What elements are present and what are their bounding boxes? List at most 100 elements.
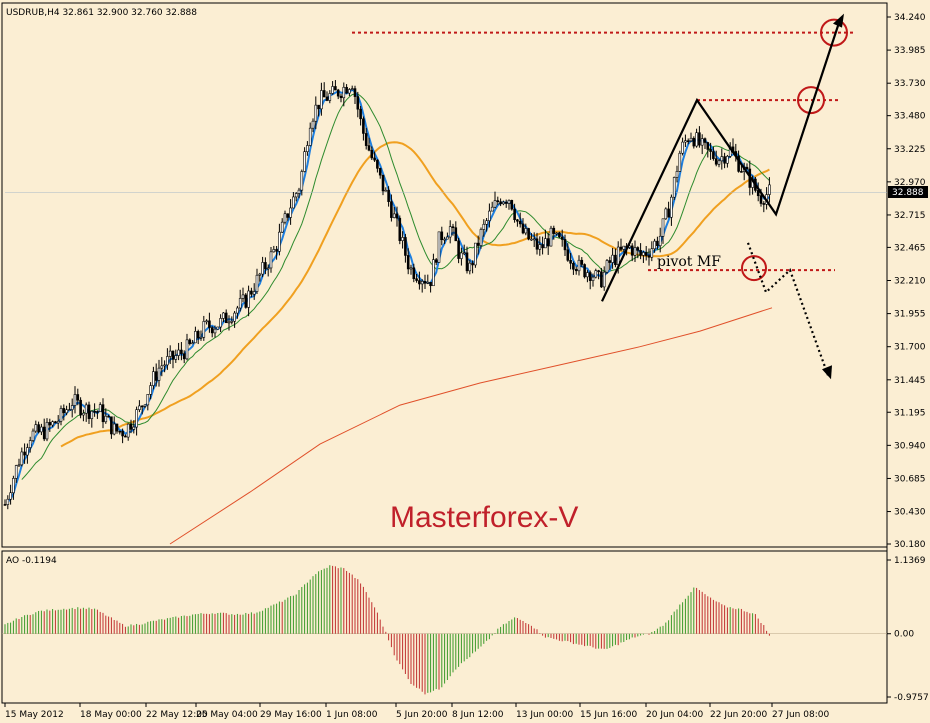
candle-body [653, 240, 656, 250]
candle-body [516, 219, 519, 222]
candle-body [28, 440, 32, 448]
candle-body [429, 281, 432, 287]
candle-body [191, 342, 194, 345]
candle-body [471, 262, 474, 266]
candle-body [336, 89, 340, 97]
candle-body [709, 149, 712, 152]
candle-body [56, 420, 60, 424]
time-tick-label: 27 Jun 08:00 [772, 710, 829, 720]
candle-body [224, 312, 228, 324]
candle-body [124, 435, 127, 438]
candle-body [238, 298, 242, 309]
candle-body [664, 208, 668, 220]
candle-body [552, 227, 556, 234]
candle-body [289, 207, 292, 218]
candle-body [504, 201, 508, 204]
candle-body [168, 350, 172, 357]
candle-body [146, 394, 150, 406]
price-tick-label: 33.730 [894, 79, 926, 89]
candle-body [188, 339, 192, 344]
candle-body [286, 213, 290, 218]
candle-body [454, 227, 458, 242]
candle-body [174, 355, 178, 360]
current-price-label: 32.888 [892, 188, 924, 198]
candle-body [87, 404, 91, 419]
candle-body [667, 208, 670, 218]
time-tick-label: 13 Jun 00:00 [516, 710, 573, 720]
candle-body [135, 409, 138, 428]
candle-body [216, 326, 220, 330]
ao-tick-label: 1.1369 [894, 556, 926, 566]
candle-body [423, 281, 427, 284]
candle-body [143, 404, 147, 407]
candle-body [163, 364, 166, 367]
candle-body [20, 451, 24, 466]
candle-body [199, 336, 203, 339]
candle-body [440, 231, 444, 240]
candle-body [650, 248, 654, 258]
candle-body [266, 267, 270, 270]
candle-body [415, 278, 418, 281]
price-tick-label: 33.225 [894, 145, 926, 155]
candle-body [339, 95, 343, 99]
candle-body [468, 262, 472, 272]
candle-body [126, 423, 130, 438]
candle-body [395, 213, 399, 219]
candle-body [322, 90, 326, 98]
candle-body [600, 271, 603, 288]
candle-body [182, 353, 186, 360]
candle-body [566, 249, 570, 261]
candle-body [672, 177, 676, 198]
candle-body [558, 232, 561, 238]
pivot-circle [741, 255, 767, 282]
time-tick-label: 22 May 12:00 [146, 710, 208, 720]
candle-body [356, 96, 360, 110]
time-tick-label: 20 Jun 04:00 [646, 710, 703, 720]
candle-body [678, 152, 682, 172]
candle-body [367, 145, 371, 151]
candle-body [546, 238, 550, 247]
candle-body [107, 415, 110, 418]
candle-body [642, 252, 645, 256]
candle-body [252, 291, 256, 295]
candle-body [331, 86, 334, 94]
candle-body [686, 140, 690, 142]
candle-body [292, 196, 295, 209]
candle-body [726, 156, 729, 164]
candle-body [762, 203, 766, 205]
candle-body [527, 228, 530, 240]
candle-body [157, 367, 161, 381]
candle-body [586, 272, 589, 278]
candle-body [185, 339, 189, 360]
time-tick-label: 5 Jun 20:00 [396, 710, 448, 720]
candle-body [591, 276, 595, 281]
candle-body [644, 252, 648, 256]
candle-body [684, 140, 687, 143]
candle-body [317, 104, 320, 110]
candle-body [250, 290, 253, 295]
candle-body [26, 447, 29, 456]
candle-body [348, 89, 351, 94]
candle-body [54, 421, 57, 424]
candle-body [602, 271, 606, 288]
candle-body [532, 238, 536, 241]
candle-body [465, 252, 469, 272]
candle-body [202, 321, 206, 338]
candle-body [23, 451, 26, 456]
candle-body [446, 236, 449, 240]
ao-tick-label: 0.00 [894, 630, 914, 640]
candle-body [210, 327, 214, 334]
bullish-arrowhead [833, 13, 844, 28]
candle-body [636, 247, 640, 251]
candle-body [297, 189, 301, 194]
candle-body [611, 254, 614, 263]
candle-body [149, 385, 152, 395]
price-tick-label: 34.240 [894, 13, 926, 23]
time-tick-label: 15 May 2012 [5, 710, 64, 720]
candle-body [524, 228, 528, 234]
price-tick-label: 31.445 [894, 376, 926, 386]
candle-body [482, 223, 486, 230]
candle-body [549, 227, 553, 247]
candle-body [59, 408, 63, 422]
